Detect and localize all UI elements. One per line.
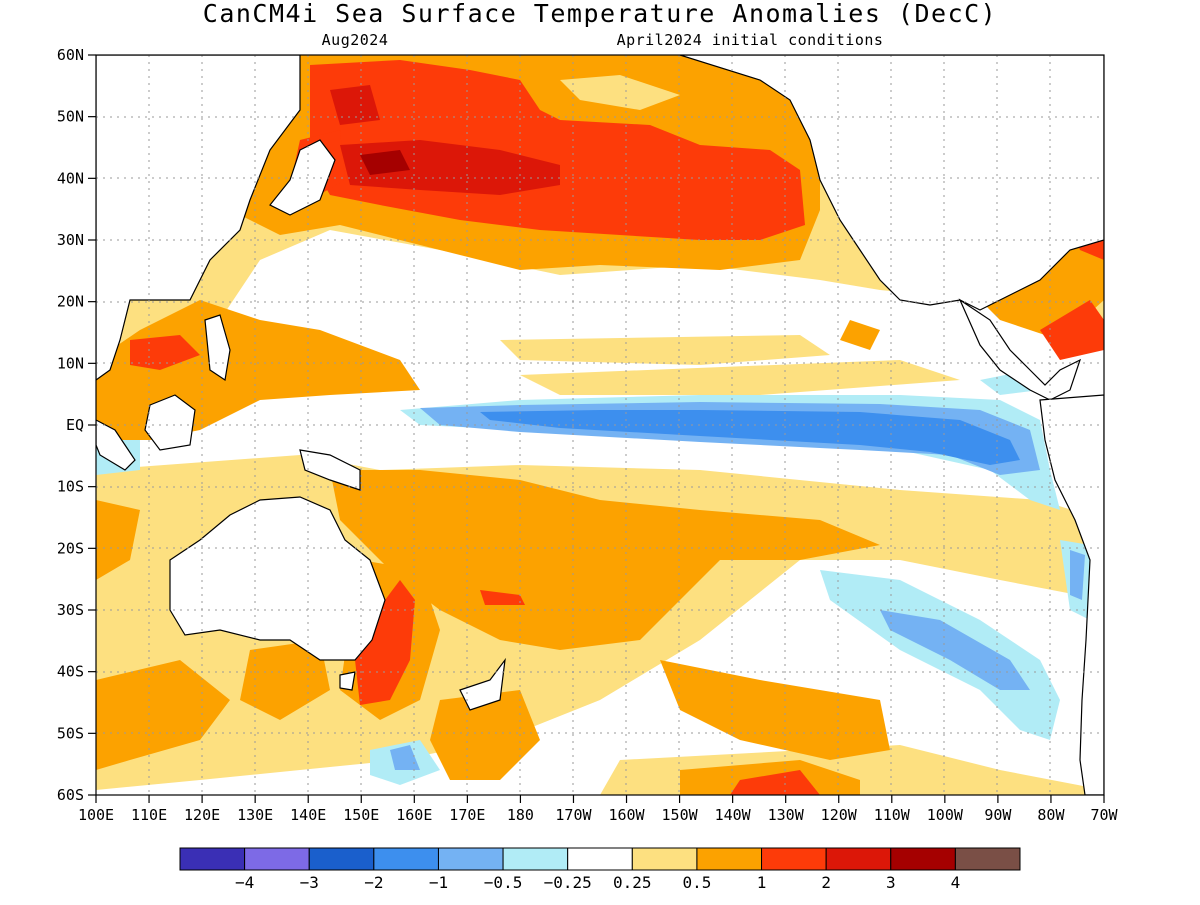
lon-tick-label: 70W (1090, 806, 1118, 824)
lon-tick-label: 120E (184, 806, 220, 824)
lon-tick-label: 130E (237, 806, 273, 824)
colorbar-swatch (308, 847, 375, 871)
lon-tick-label: 160W (608, 806, 645, 824)
map-title: CanCM4i Sea Surface Temperature Anomalie… (203, 0, 997, 28)
lon-tick-label: 150E (343, 806, 379, 824)
lon-tick-label: 140W (715, 806, 752, 824)
lon-tick-label: 150W (662, 806, 699, 824)
colorbar-label: 4 (951, 873, 961, 892)
colorbar-label: −4 (235, 873, 254, 892)
tasmania (339, 671, 356, 691)
lat-tick-label: 10S (57, 478, 84, 496)
lon-tick-label: 90W (984, 806, 1012, 824)
lon-tick-label: 80W (1037, 806, 1065, 824)
colorbar-label: 1 (757, 873, 767, 892)
colorbar-swatch (567, 847, 633, 871)
south-america (1039, 394, 1104, 795)
lon-tick-label: 100E (78, 806, 114, 824)
lat-tick-label: 50N (57, 108, 84, 126)
anomaly-fields (96, 55, 1104, 795)
colorbar-swatch (373, 847, 439, 871)
lat-tick-label: 10N (57, 354, 84, 372)
anomaly-3-4 (360, 150, 410, 175)
philippines (204, 314, 231, 382)
colorbar-label: 3 (886, 873, 896, 892)
latitude-axis: 60N 50N 40N 30N 20N 10N EQ 10S 20S 30S 40S 50S 60S (57, 46, 96, 804)
colorbar-label: −3 (300, 873, 319, 892)
lat-tick-label: 40N (57, 169, 84, 187)
colorbar-label: 2 (821, 873, 831, 892)
colorbar-swatch (179, 847, 246, 871)
lat-tick-label: 30N (57, 231, 84, 249)
lat-tick-label: 60S (57, 786, 84, 804)
japan (269, 139, 336, 216)
sumatra (96, 419, 136, 471)
lat-tick-label: 60N (57, 46, 84, 64)
land-masses (96, 55, 1104, 795)
lon-tick-label: 170E (449, 806, 485, 824)
australia (169, 496, 386, 661)
colorbar-label: −0.25 (544, 873, 592, 892)
lon-tick-label: 120W (821, 806, 858, 824)
colorbar-swatch (502, 847, 569, 871)
new-zealand (459, 657, 506, 711)
lon-tick-label: 100W (927, 806, 964, 824)
lon-tick-label: 180 (507, 806, 534, 824)
colorbar-label: −0.5 (484, 873, 523, 892)
colorbar-swatch (631, 847, 698, 871)
lat-tick-label: 50S (57, 724, 84, 742)
asia-mainland (96, 55, 301, 381)
colorbar-swatch (761, 847, 827, 871)
colorbar-swatch (954, 847, 1021, 871)
longitude-axis: 100E 110E 120E 130E 140E 150E 160E 170E 180 170W 1… (78, 795, 1119, 824)
lat-tick-label: 20S (57, 539, 84, 557)
lon-tick-label: 140E (290, 806, 326, 824)
lat-tick-label: 30S (57, 601, 84, 619)
colorbar-label: −1 (429, 873, 448, 892)
colorbar-label: 0.25 (613, 873, 652, 892)
lat-tick-label: 20N (57, 293, 84, 311)
colorbar-label: −2 (364, 873, 383, 892)
lon-tick-label: 170W (555, 806, 592, 824)
colorbar: −4 −3 −2 −1 −0.5 −0.25 0.25 0.5 1 2 3 4 (179, 847, 1021, 892)
lon-tick-label: 160E (396, 806, 432, 824)
colorbar-swatch (437, 847, 504, 871)
colorbar-label: 0.5 (682, 873, 711, 892)
lat-tick-label: EQ (66, 416, 84, 434)
lon-tick-label: 110E (131, 806, 167, 824)
forecast-month-label: Aug2024 (322, 31, 389, 49)
central-america (958, 298, 1082, 401)
initial-conditions-label: April2024 initial conditions (617, 31, 884, 49)
lon-tick-label: 130W (768, 806, 805, 824)
colorbar-swatch (244, 847, 310, 871)
new-guinea (299, 449, 361, 491)
borneo (144, 394, 196, 451)
colorbar-swatch (696, 847, 763, 871)
lon-tick-label: 110W (874, 806, 911, 824)
graticule (96, 55, 1104, 795)
colorbar-swatch (825, 847, 892, 871)
lat-tick-label: 40S (57, 663, 84, 681)
colorbar-swatch (890, 847, 956, 871)
anomaly-neg-1 (480, 410, 1020, 465)
map-area: 60N 50N 40N 30N 20N 10N EQ 10S 20S 30S 40S 50S 60S 1… (57, 46, 1119, 824)
